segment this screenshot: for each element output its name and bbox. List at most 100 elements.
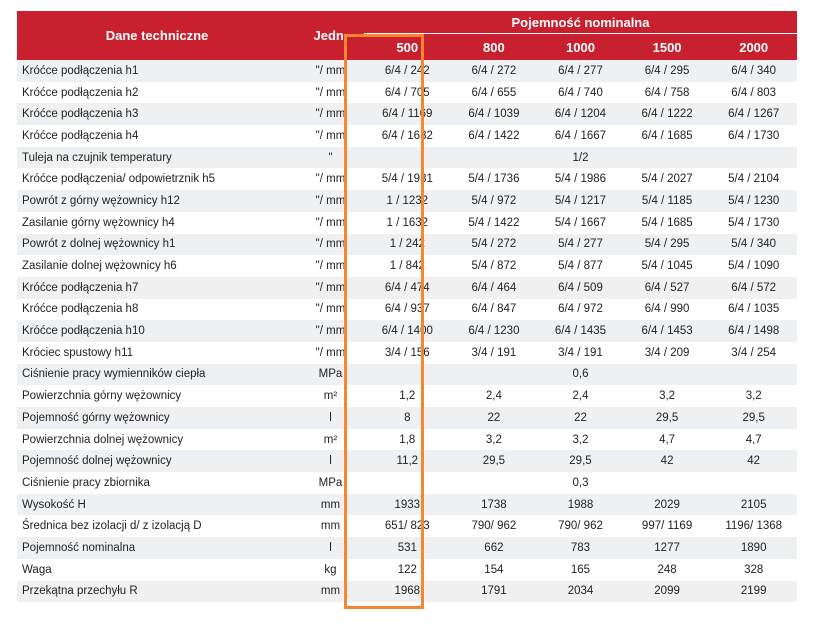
row-unit: l xyxy=(297,407,364,429)
row-value-500: 6/4 / 474 xyxy=(364,276,451,299)
table-header: Dane techniczne Jedn. Pojemność nominaln… xyxy=(17,11,797,60)
row-value-1000: 5/4 / 1986 xyxy=(537,168,624,191)
row-label: Króćce podłączenia h7 xyxy=(17,276,297,299)
row-value-800: 6/4 / 464 xyxy=(450,276,538,299)
row-value-1500: 6/4 / 990 xyxy=(623,298,711,321)
row-value-1000: 6/4 / 972 xyxy=(537,298,624,321)
row-unit: m² xyxy=(297,428,364,451)
row-value-800: 22 xyxy=(450,407,538,429)
row-value-1500: 6/4 / 758 xyxy=(623,81,711,104)
row-unit: "/ mm xyxy=(297,168,364,191)
row-value-500: 1 / 1232 xyxy=(364,190,451,212)
row-label: Tuleja na czujnik temperatury xyxy=(17,146,297,169)
row-value-2000: 6/4 / 1498 xyxy=(710,320,797,342)
row-value-1500: 2029 xyxy=(623,493,711,516)
row-value-1500: 4,7 xyxy=(623,428,711,451)
row-label: Wysokość H xyxy=(17,493,297,516)
row-unit: "/ mm xyxy=(297,255,364,277)
row-value-1500: 42 xyxy=(623,450,711,473)
row-value-800: 5/4 / 1736 xyxy=(450,168,538,191)
row-value-1000: 5/4 / 1667 xyxy=(537,211,624,234)
table-row: Pojemność nominalna l 531 662 783 1277 1890 xyxy=(17,537,797,559)
row-value-1000: 6/4 / 1667 xyxy=(537,125,624,147)
row-label: Średnica bez izolacji d/ z izolacją D xyxy=(17,515,297,538)
row-value-1000: 29,5 xyxy=(537,450,624,473)
table-row: Króćce podłączenia h4 "/ mm 6/4 / 1632 6/4 … xyxy=(17,125,797,147)
header-capacity-2000: 2000 xyxy=(710,33,797,60)
header-capacity-800: 800 xyxy=(450,33,538,60)
row-value-500: 1 / 1632 xyxy=(364,211,451,234)
row-unit: l xyxy=(297,537,364,559)
table-row: Zasilanie dolnej wężownicy h6 "/ mm 1 / 84… xyxy=(17,255,797,277)
row-value-1000: 22 xyxy=(537,407,624,429)
row-label: Króćce podłączenia/ odpowietrznik h5 xyxy=(17,168,297,191)
row-value-1000: 2,4 xyxy=(537,385,624,407)
row-value-1000: 6/4 / 1204 xyxy=(537,103,624,126)
row-shared-value: 0,6 xyxy=(364,363,797,386)
table-row: Tuleja na czujnik temperatury " 1/2 xyxy=(17,146,797,169)
row-value-1500: 29,5 xyxy=(623,407,711,429)
table-row: Powierzchnia dolnej wężownicy m² 1,8 3,2 3,2… xyxy=(17,428,797,451)
row-value-800: 29,5 xyxy=(450,450,538,473)
row-value-500: 1,8 xyxy=(364,428,451,451)
row-value-1000: 5/4 / 277 xyxy=(537,233,624,256)
row-value-1500: 3/4 / 209 xyxy=(623,341,711,364)
table-row: Króćce podłączenia h8 "/ mm 6/4 / 937 6/4 /… xyxy=(17,298,797,321)
row-label: Króćce podłączenia h8 xyxy=(17,298,297,321)
row-value-1500: 3,2 xyxy=(623,385,711,407)
row-label: Zasilanie dolnej wężownicy h6 xyxy=(17,255,297,277)
row-value-1000: 790/ 962 xyxy=(537,515,624,538)
row-value-2000: 42 xyxy=(710,450,797,473)
table-row: Zasilanie górny wężownicy h4 "/ mm 1 / 163… xyxy=(17,211,797,234)
row-value-500: 3/4 / 156 xyxy=(364,341,451,364)
row-unit: "/ mm xyxy=(297,298,364,321)
row-value-2000: 5/4 / 340 xyxy=(710,233,797,256)
row-value-1000: 165 xyxy=(537,558,624,581)
row-value-2000: 6/4 / 1730 xyxy=(710,125,797,147)
row-value-500: 122 xyxy=(364,558,451,581)
table-row: Króćce podłączenia/ odpowietrznik h5 "/ m… xyxy=(17,168,797,191)
table-row: Waga kg 122 154 165 248 328 xyxy=(17,558,797,581)
row-value-500: 5/4 / 1931 xyxy=(364,168,451,191)
row-value-800: 5/4 / 272 xyxy=(450,233,538,256)
row-value-800: 6/4 / 1422 xyxy=(450,125,538,147)
row-value-800: 5/4 / 1422 xyxy=(450,211,538,234)
row-label: Ciśnienie pracy zbiornika xyxy=(17,472,297,494)
row-value-800: 154 xyxy=(450,558,538,581)
row-value-500: 11,2 xyxy=(364,450,451,473)
row-value-1500: 1277 xyxy=(623,537,711,559)
row-label: Ciśnienie pracy wymienników ciepła xyxy=(17,363,297,386)
table-row: Króćce podłączenia h10 "/ mm 6/4 / 1400 6/4… xyxy=(17,320,797,342)
table-row: Króćce podłączenia h3 "/ mm 6/4 / 1169 6/4 … xyxy=(17,103,797,126)
row-value-2000: 2105 xyxy=(710,493,797,516)
row-unit: "/ mm xyxy=(297,81,364,104)
row-unit: m² xyxy=(297,385,364,407)
table-row: Powierzchnia górny wężownicy m² 1,2 2,4 2,4 3… xyxy=(17,385,797,407)
row-value-1000: 1988 xyxy=(537,493,624,516)
table-row: Powrót z górny wężownicy h12 "/ mm 1 / 123… xyxy=(17,190,797,212)
row-value-2000: 6/4 / 1267 xyxy=(710,103,797,126)
row-value-500: 1 / 842 xyxy=(364,255,451,277)
row-value-800: 6/4 / 847 xyxy=(450,298,538,321)
row-value-1500: 5/4 / 1685 xyxy=(623,211,711,234)
header-unit: Jedn. xyxy=(297,11,364,60)
row-value-500: 531 xyxy=(364,537,451,559)
row-label: Powrót z górny wężownicy h12 xyxy=(17,190,297,212)
row-unit: "/ mm xyxy=(297,125,364,147)
row-unit: l xyxy=(297,450,364,473)
row-label: Króciec spustowy h11 xyxy=(17,341,297,364)
row-unit: MPa xyxy=(297,363,364,386)
row-value-1000: 5/4 / 1217 xyxy=(537,190,624,212)
row-value-1500: 997/ 1169 xyxy=(623,515,711,538)
row-value-500: 1,2 xyxy=(364,385,451,407)
row-value-1500: 6/4 / 295 xyxy=(623,60,711,82)
row-label: Powierzchnia górny wężownicy xyxy=(17,385,297,407)
row-value-2000: 3/4 / 254 xyxy=(710,341,797,364)
header-capacity-1000: 1000 xyxy=(537,33,624,60)
row-label: Waga xyxy=(17,558,297,581)
row-value-1500: 5/4 / 1045 xyxy=(623,255,711,277)
row-value-800: 1738 xyxy=(450,493,538,516)
table-row: Ciśnienie pracy wymienników ciepła MPa 0,6 xyxy=(17,363,797,386)
